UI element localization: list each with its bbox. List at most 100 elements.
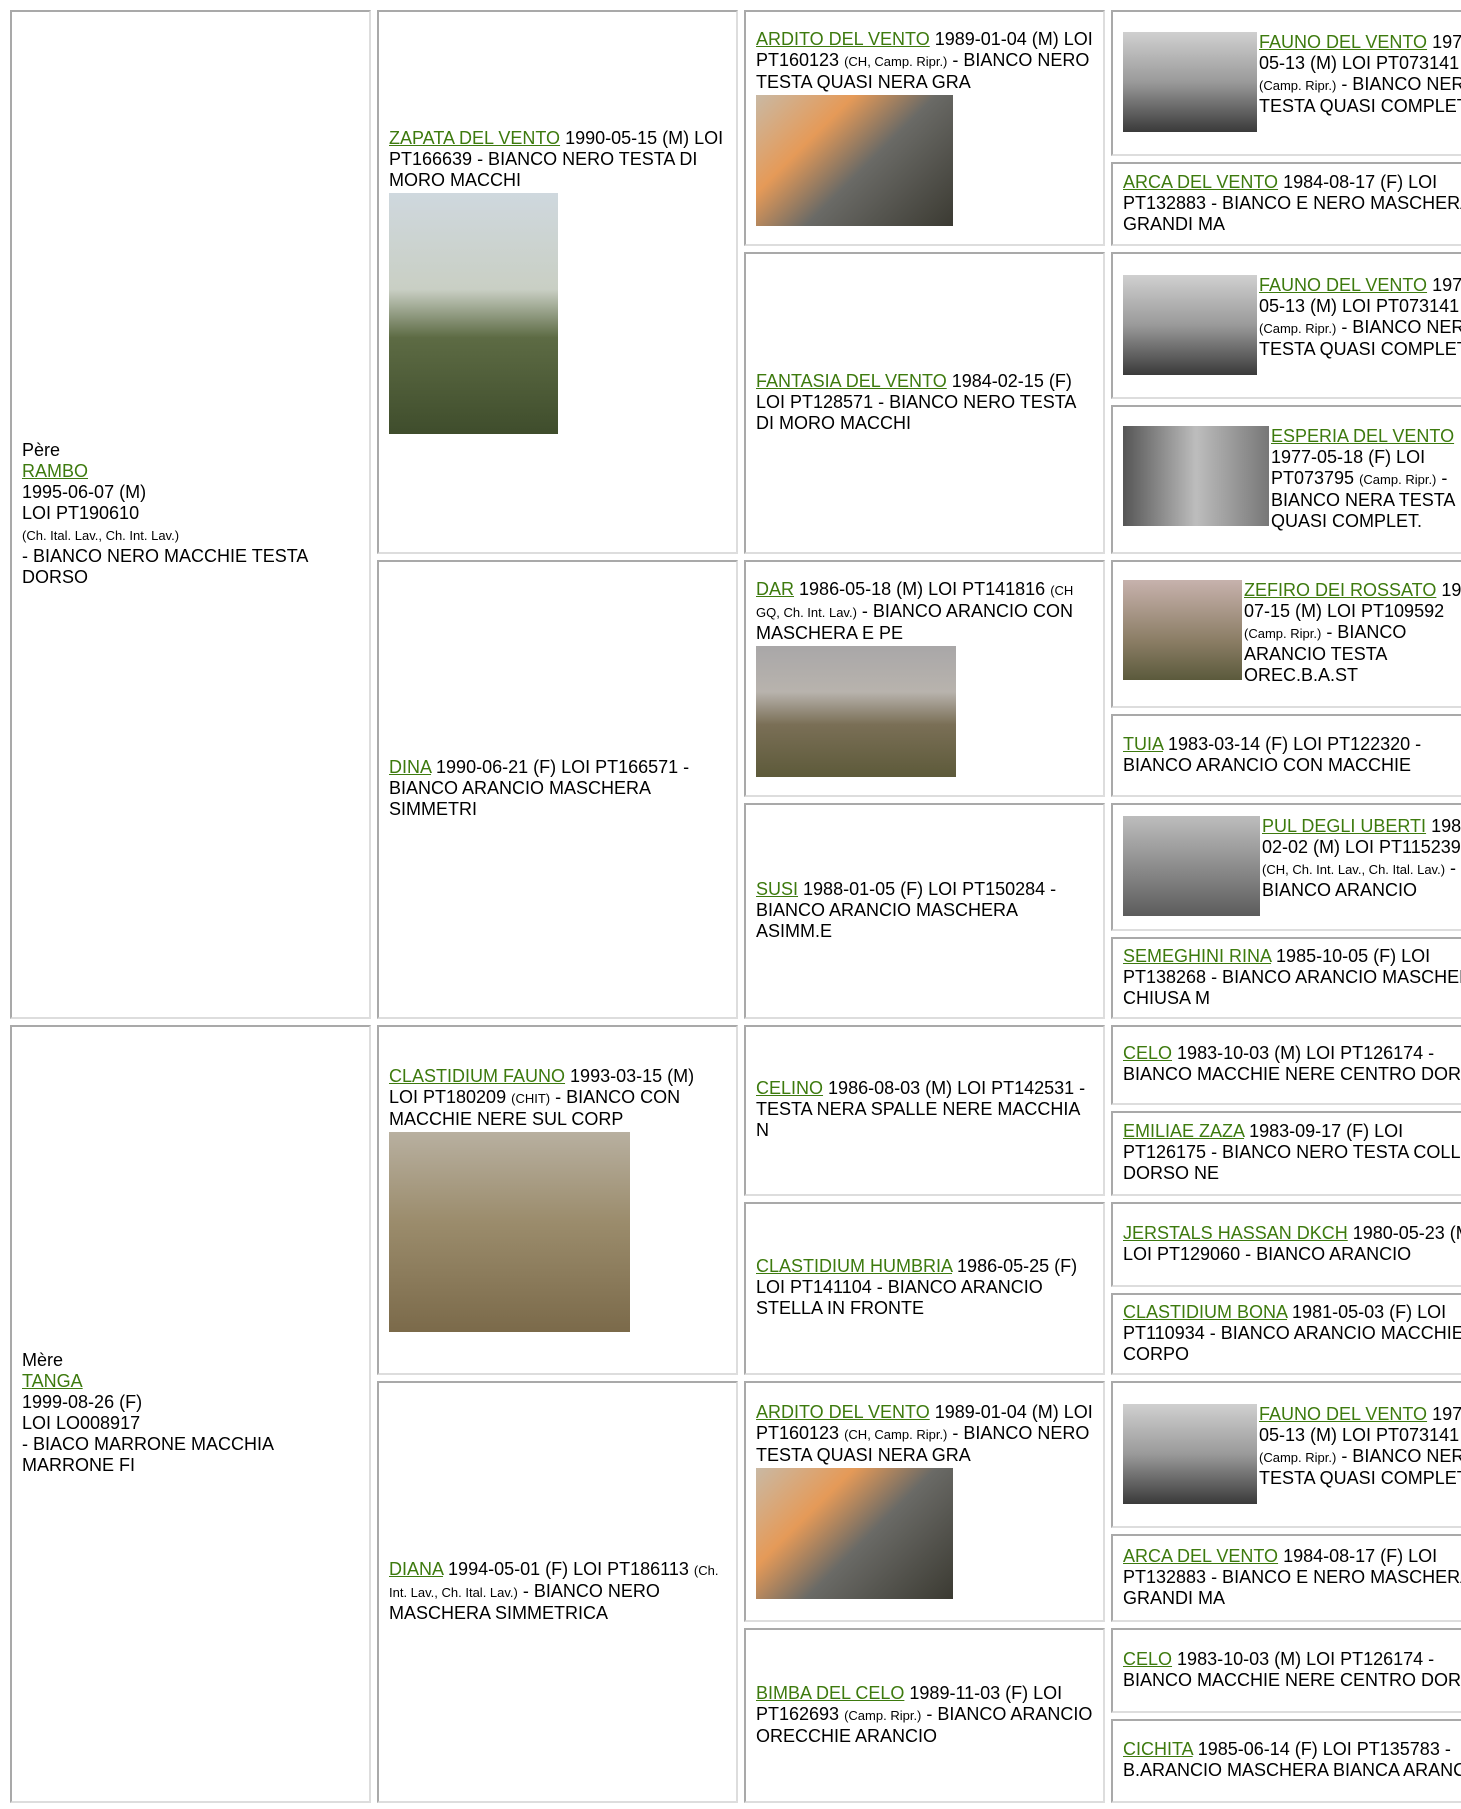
dog-name-link[interactable]: CELO: [1123, 1043, 1173, 1063]
pedigree-row: ARCA DEL VENTO 1984-08-17 (F) LOI PT1328…: [10, 1534, 1461, 1622]
ancestor-cell: CELO 1983-10-03 (M) LOI PT126174 - BIANC…: [1111, 1025, 1461, 1105]
dog-name-link[interactable]: CELINO: [756, 1078, 824, 1098]
dog-name-link[interactable]: ARCA DEL VENTO: [1123, 171, 1279, 192]
dog-details: 1981-05-03 (F) LOI PT110934 - BIANCO ARA…: [1123, 1301, 1461, 1364]
dog-details: 1984-08-17 (F) LOI PT132883 - BIANCO E N…: [1123, 1545, 1461, 1608]
dog-name-link[interactable]: DINA: [389, 757, 432, 777]
pedigree-row: Père RAMBO 1995-06-07 (M) LOI PT190610 (Ch. …: [10, 10, 1461, 1019]
ancestor-cell: FAUNO DEL VENTO 1977-05-13 (M) LOI PT073…: [1111, 252, 1461, 399]
dog-name-link[interactable]: CELO: [1123, 1648, 1173, 1669]
dog-name-link[interactable]: DIANA: [389, 1558, 444, 1579]
dog-name-link[interactable]: FAUNO DEL VENTO: [1259, 32, 1428, 52]
dog-color: - BIANCO NERO TESTA QUASI NERA GRA: [756, 49, 1090, 92]
dog-photo: [1123, 1403, 1257, 1504]
dog-titles: (Camp. Ripr.): [1259, 320, 1337, 336]
dog-details: 1989-01-04 (M) LOI PT160123: [756, 1402, 1093, 1443]
dog-name-link[interactable]: FANTASIA DEL VENTO: [756, 370, 947, 391]
dog-details: 1986-08-03 (M) LOI PT142531 - TESTA NERA…: [756, 1078, 1086, 1140]
dog-name-link[interactable]: PUL DEGLI UBERTI: [1262, 816, 1427, 836]
dog-details: 1983-10-03 (M) LOI PT126174 - BIANCO MAC…: [1123, 1648, 1461, 1690]
dog-photo: [1123, 425, 1269, 526]
pedigree-page: Père RAMBO 1995-06-07 (M) LOI PT190610 (Ch. …: [4, 4, 1461, 1809]
great-grandparent-cell: ARDITO DEL VENTO 1989-01-04 (M) LOI PT16…: [744, 10, 1105, 246]
dog-photo: [1123, 816, 1260, 916]
dog-color: - BIANCO ARANCIO ORECCHIE ARANCIO: [756, 1703, 1093, 1746]
dog-name-link[interactable]: DAR: [756, 578, 795, 599]
dog-titles: (CH GQ, Ch. Int. Lav.): [756, 582, 1074, 620]
dog-name-link[interactable]: ARDITO DEL VENTO: [756, 1402, 930, 1422]
great-grandparent-cell: BIMBA DEL CELO 1989-11-03 (F) LOI PT1626…: [744, 1628, 1105, 1803]
dog-name-link[interactable]: CLASTIDIUM BONA: [1123, 1301, 1288, 1322]
dog-photo: [389, 1132, 630, 1332]
dog-name-link[interactable]: ZEFIRO DEI ROSSATO: [1244, 580, 1437, 600]
dog-details: 1983-09-17 (F) LOI PT126175 - BIANCO NER…: [1123, 1121, 1461, 1183]
dog-name-link[interactable]: ARCA DEL VENTO: [1123, 1545, 1279, 1566]
dog-details: 1977-05-13 (M) LOI PT073141: [1259, 1403, 1461, 1445]
parent-label: Père: [22, 439, 61, 460]
dog-name-link[interactable]: ARDITO DEL VENTO: [756, 28, 930, 49]
dog-name-link[interactable]: ESPERIA DEL VENTO: [1271, 425, 1455, 446]
pedigree-row: DINA 1990-06-21 (F) LOI PT166571 - BIANC…: [10, 560, 1461, 1019]
parent-titles: (Ch. Ital. Lav., Ch. Int. Lav.): [22, 527, 180, 543]
pedigree-row: DIANA 1994-05-01 (F) LOI PT186113 (Ch. I…: [10, 1381, 1461, 1803]
ancestor-cell: JERSTALS HASSAN DKCH 1980-05-23 (M) LOI …: [1111, 1202, 1461, 1287]
dog-name-link[interactable]: FAUNO DEL VENTO: [1259, 274, 1428, 295]
pedigree-row: ESPERIA DEL VENTO 1977-05-18 (F) LOI PT0…: [10, 405, 1461, 554]
parent-cell: Père RAMBO 1995-06-07 (M) LOI PT190610 (Ch. …: [10, 10, 371, 1019]
dog-name-link[interactable]: EMILIAE ZAZA: [1123, 1121, 1245, 1141]
pedigree-row: Mère TANGA 1999-08-26 (F) LOI LO008917- BIA…: [10, 1025, 1461, 1803]
pedigree-row: TUIA 1983-03-14 (F) LOI PT122320 - BIANC…: [10, 714, 1461, 797]
great-grandparent-cell: DAR 1986-05-18 (M) LOI PT141816 (CH GQ, …: [744, 560, 1105, 797]
parent-cell: Mère TANGA 1999-08-26 (F) LOI LO008917- BIA…: [10, 1025, 371, 1803]
dog-color: - BIANCO NERO TESTA QUASI NERA GRA: [756, 1423, 1090, 1465]
dog-titles: (CH, Ch. Int. Lav., Ch. Ital. Lav.): [1262, 862, 1446, 877]
dog-name-link[interactable]: BIMBA DEL CELO: [756, 1682, 905, 1703]
pedigree-row: CLASTIDIUM HUMBRIA 1986-05-25 (F) LOI PT…: [10, 1202, 1461, 1375]
parent-color: - BIANCO NERO MACCHIE TESTA DORSO: [22, 545, 308, 587]
pedigree-table: Père RAMBO 1995-06-07 (M) LOI PT190610 (Ch. …: [4, 4, 1461, 1809]
dog-color: - BIANCO ARANCIO CON MASCHERA E PE: [756, 600, 1073, 643]
parent-name[interactable]: TANGA: [22, 1371, 83, 1391]
dog-details: 1983-10-03 (M) LOI PT126174 - BIANCO MAC…: [1123, 1043, 1461, 1084]
dog-color: - BIANCO NERO TESTA QUASI COMPLETA: [1259, 316, 1461, 359]
dog-details: 1977-05-13 (M) LOI PT073141: [1259, 32, 1461, 73]
ancestor-cell: EMILIAE ZAZA 1983-09-17 (F) LOI PT126175…: [1111, 1111, 1461, 1196]
parent-name[interactable]: RAMBO: [22, 460, 89, 481]
dog-details: 1994-05-01 (F) LOI PT186113: [448, 1558, 689, 1579]
ancestor-cell: FAUNO DEL VENTO 1977-05-13 (M) LOI PT073…: [1111, 10, 1461, 156]
dog-name-link[interactable]: TUIA: [1123, 733, 1164, 754]
great-grandparent-cell: SUSI 1988-01-05 (F) LOI PT150284 - BIANC…: [744, 803, 1105, 1019]
dog-photo: [1123, 32, 1257, 132]
pedigree-row: FANTASIA DEL VENTO 1984-02-15 (F) LOI PT…: [10, 252, 1461, 554]
dog-photo: [756, 1468, 953, 1599]
great-grandparent-cell: FANTASIA DEL VENTO 1984-02-15 (F) LOI PT…: [744, 252, 1105, 554]
dog-details: 1989-11-03 (F) LOI PT162693: [756, 1682, 1063, 1724]
dog-details: 1985-06-14 (F) LOI PT135783 - B.ARANCIO …: [1123, 1739, 1461, 1780]
ancestor-cell: CELO 1983-10-03 (M) LOI PT126174 - BIANC…: [1111, 1628, 1461, 1713]
dog-photo: [1123, 274, 1257, 375]
dog-details: 1984-02-15 (F) LOI PT128571 - BIANCO NER…: [756, 370, 1076, 433]
dog-color: - BIANCO ARANCIO: [1262, 858, 1457, 900]
dog-name-link[interactable]: CLASTIDIUM HUMBRIA: [756, 1256, 953, 1276]
dog-name-link[interactable]: SUSI: [756, 878, 799, 899]
dog-color: - BIANCO CON MACCHIE NERE SUL CORP: [389, 1087, 681, 1129]
dog-titles: (Ch. Int. Lav., Ch. Ital. Lav.): [389, 1562, 719, 1600]
pedigree-row: CLASTIDIUM BONA 1981-05-03 (F) LOI PT110…: [10, 1293, 1461, 1375]
dog-details: 1988-01-05 (F) LOI PT150284 - BIANCO ARA…: [756, 878, 1057, 941]
dog-details: 1990-05-15 (M) LOI PT166639 - BIANCO NER…: [389, 128, 724, 190]
dog-name-link[interactable]: SEMEGHINI RINA: [1123, 945, 1272, 966]
dog-color: - BIANCO NERO TESTA QUASI COMPLETA: [1259, 1445, 1461, 1488]
dog-name-link[interactable]: FAUNO DEL VENTO: [1259, 1403, 1428, 1424]
dog-photo: [756, 94, 953, 226]
dog-name-link[interactable]: CLASTIDIUM FAUNO: [389, 1066, 566, 1086]
dog-color: - BIANCO ARANCIO TESTA OREC.B.A.ST: [1244, 622, 1407, 685]
dog-name-link[interactable]: ZAPATA DEL VENTO: [389, 128, 561, 148]
pedigree-row: ARCA DEL VENTO 1984-08-17 (F) LOI PT1328…: [10, 162, 1461, 246]
dog-color: - BIANCO NERO TESTA QUASI COMPLETA: [1259, 74, 1461, 116]
great-grandparent-cell: CLASTIDIUM HUMBRIA 1986-05-25 (F) LOI PT…: [744, 1202, 1105, 1375]
dog-name-link[interactable]: CICHITA: [1123, 1739, 1193, 1759]
dog-photo: [1123, 580, 1242, 680]
parent-label: Mère: [22, 1350, 64, 1370]
dog-photo: [389, 193, 558, 434]
dog-name-link[interactable]: JERSTALS HASSAN DKCH: [1123, 1222, 1348, 1243]
